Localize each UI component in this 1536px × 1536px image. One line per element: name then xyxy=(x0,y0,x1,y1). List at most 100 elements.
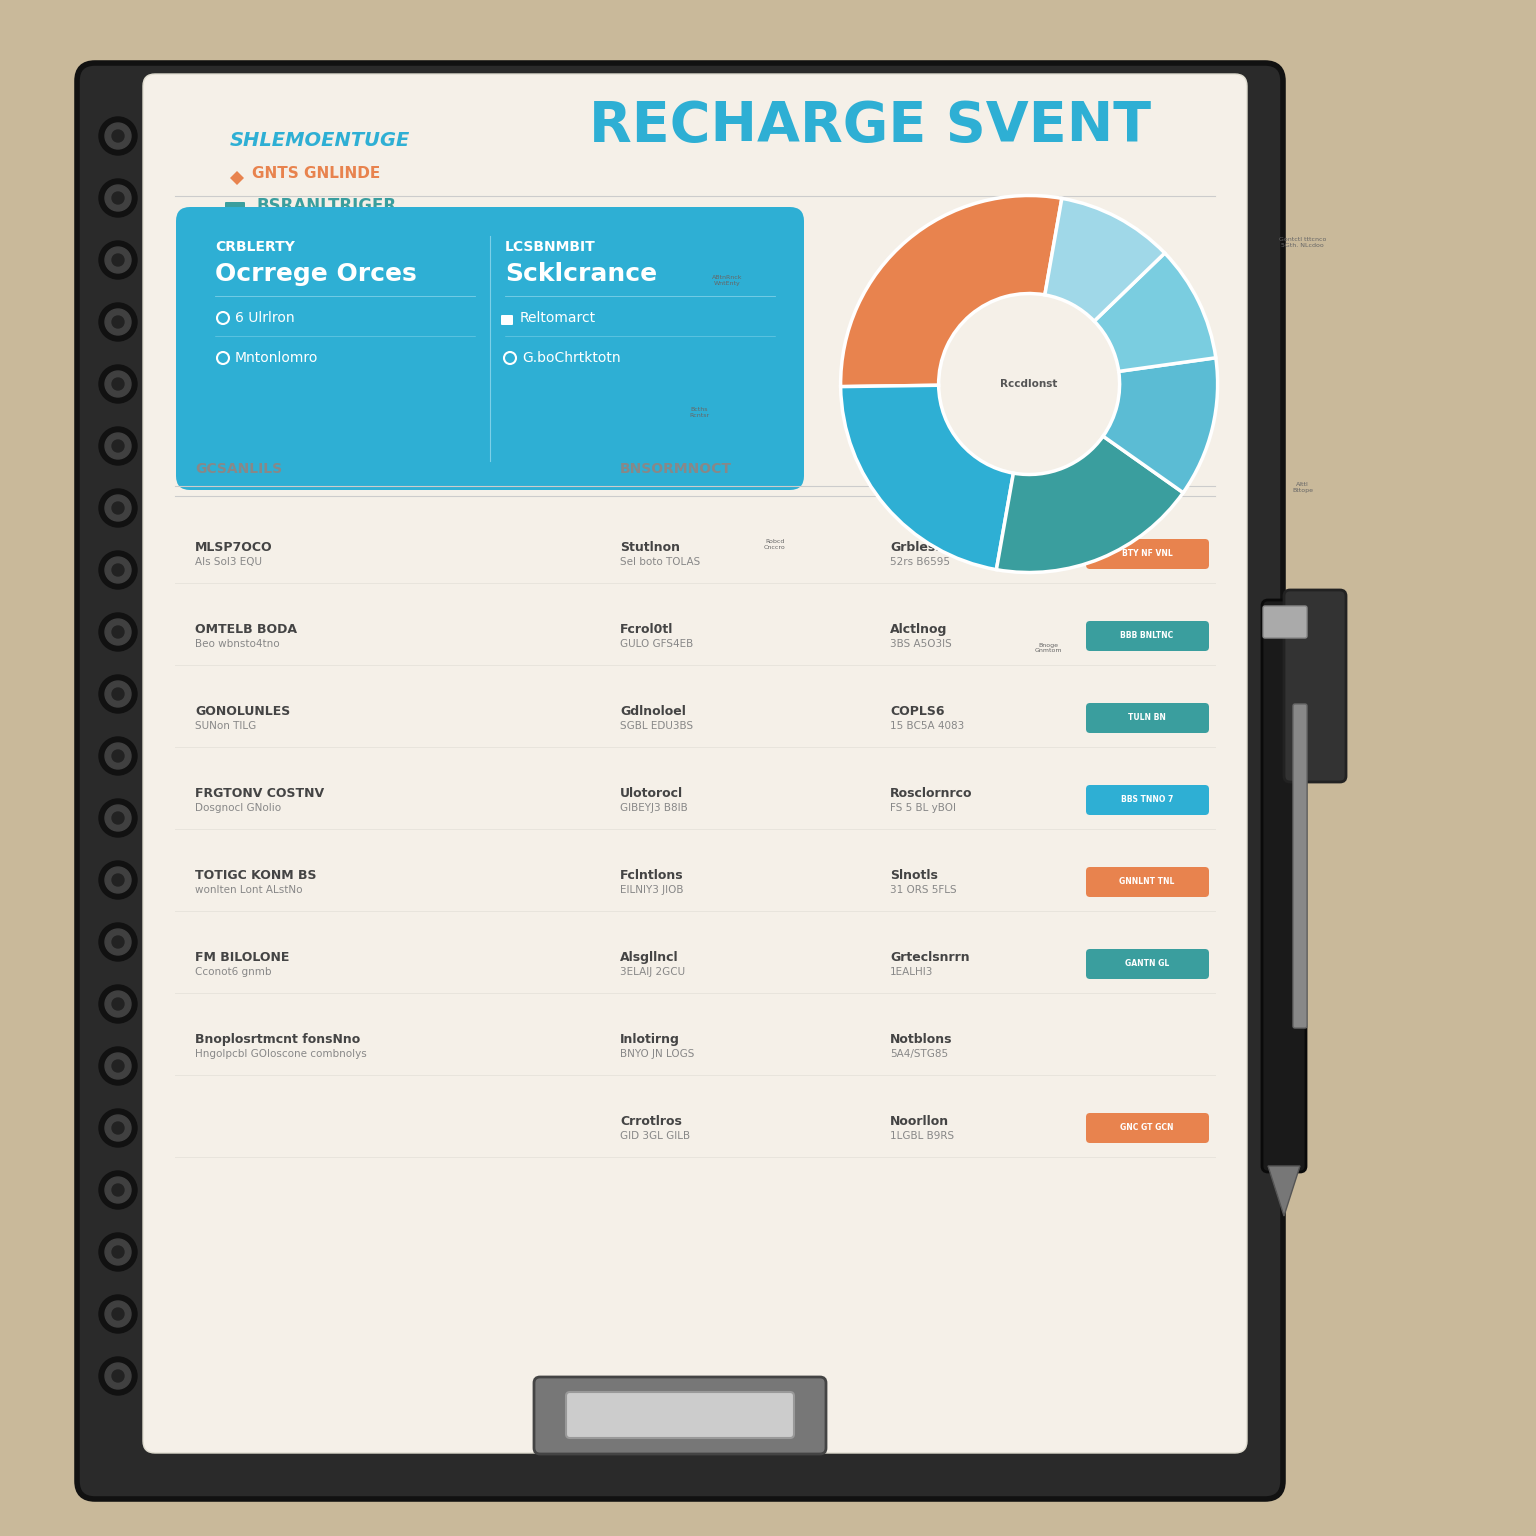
Text: 3BS A5O3IS: 3BS A5O3IS xyxy=(889,639,952,650)
FancyBboxPatch shape xyxy=(1086,539,1209,568)
Circle shape xyxy=(112,1060,124,1072)
Circle shape xyxy=(112,688,124,700)
Text: Grteclsnrrn: Grteclsnrrn xyxy=(889,951,969,965)
Circle shape xyxy=(104,1362,131,1389)
FancyBboxPatch shape xyxy=(535,1376,826,1455)
Circle shape xyxy=(112,750,124,762)
Circle shape xyxy=(98,1109,137,1147)
Circle shape xyxy=(104,866,131,892)
Circle shape xyxy=(112,1370,124,1382)
Wedge shape xyxy=(1103,358,1218,493)
Text: BSRANLTRIGER: BSRANLTRIGER xyxy=(257,197,396,215)
Circle shape xyxy=(112,627,124,637)
Circle shape xyxy=(104,247,131,273)
FancyBboxPatch shape xyxy=(1086,866,1209,897)
Circle shape xyxy=(104,1115,131,1141)
Text: EILNIY3 JIOB: EILNIY3 JIOB xyxy=(621,885,684,895)
Circle shape xyxy=(98,985,137,1023)
Text: Mntonlomro: Mntonlomro xyxy=(235,352,318,366)
Text: TOTIGC KONM BS: TOTIGC KONM BS xyxy=(195,869,316,882)
Wedge shape xyxy=(840,386,1014,570)
Text: Ocrrege Orces: Ocrrege Orces xyxy=(215,263,416,286)
Text: GANTN GL: GANTN GL xyxy=(1124,958,1169,968)
Circle shape xyxy=(104,1240,131,1266)
Polygon shape xyxy=(230,170,244,184)
Text: Grbles5s: Grbles5s xyxy=(889,541,951,554)
Text: GULO GFS4EB: GULO GFS4EB xyxy=(621,639,693,650)
Text: ABtnRnck
WntEnty: ABtnRnck WntEnty xyxy=(713,275,743,286)
Circle shape xyxy=(98,674,137,713)
FancyBboxPatch shape xyxy=(224,203,246,223)
FancyBboxPatch shape xyxy=(1086,949,1209,978)
Circle shape xyxy=(98,613,137,651)
Text: 5A4/STG85: 5A4/STG85 xyxy=(889,1049,948,1058)
Circle shape xyxy=(98,862,137,899)
Text: Robcd
Cnccro: Robcd Cnccro xyxy=(763,539,785,550)
Text: LCSBNMBIT: LCSBNMBIT xyxy=(505,240,596,253)
FancyBboxPatch shape xyxy=(1263,607,1307,637)
Text: Ulotorocl: Ulotorocl xyxy=(621,786,684,800)
Circle shape xyxy=(112,1309,124,1319)
Circle shape xyxy=(112,316,124,329)
Text: GNTS GNLINDE: GNTS GNLINDE xyxy=(252,166,381,181)
Text: GNNLNT TNL: GNNLNT TNL xyxy=(1120,877,1175,885)
Wedge shape xyxy=(840,195,1061,387)
Text: GNRMET: GNRMET xyxy=(889,462,957,476)
Text: Inlotirng: Inlotirng xyxy=(621,1034,680,1046)
Circle shape xyxy=(104,433,131,459)
Text: Alsgllncl: Alsgllncl xyxy=(621,951,679,965)
Text: 31 ORS 5FLS: 31 ORS 5FLS xyxy=(889,885,957,895)
Circle shape xyxy=(98,366,137,402)
FancyBboxPatch shape xyxy=(501,315,513,326)
FancyBboxPatch shape xyxy=(143,74,1247,1453)
Circle shape xyxy=(104,743,131,770)
FancyBboxPatch shape xyxy=(177,207,803,490)
Circle shape xyxy=(98,551,137,588)
FancyBboxPatch shape xyxy=(1086,1114,1209,1143)
Polygon shape xyxy=(1269,1166,1299,1217)
Text: SGBL EDU3BS: SGBL EDU3BS xyxy=(621,720,693,731)
Text: Als Sol3 EQU: Als Sol3 EQU xyxy=(195,558,263,567)
Text: Bcths
Rcntsr: Bcths Rcntsr xyxy=(690,407,710,418)
Circle shape xyxy=(98,117,137,155)
Circle shape xyxy=(112,502,124,515)
Text: CRBLERTY: CRBLERTY xyxy=(215,240,295,253)
FancyBboxPatch shape xyxy=(1293,703,1307,1028)
Text: Beo wbnsto4tno: Beo wbnsto4tno xyxy=(195,639,280,650)
Text: GIBEYJ3 B8IB: GIBEYJ3 B8IB xyxy=(621,803,688,813)
Text: Gdlnoloel: Gdlnoloel xyxy=(621,705,687,717)
Circle shape xyxy=(104,1054,131,1078)
Circle shape xyxy=(104,991,131,1017)
Circle shape xyxy=(98,180,137,217)
Text: MLSP7OCO: MLSP7OCO xyxy=(195,541,272,554)
Circle shape xyxy=(98,923,137,962)
Text: QUTEREFEL: QUTEREFEL xyxy=(1091,462,1180,476)
Text: COPLS6: COPLS6 xyxy=(889,705,945,717)
Text: Dosgnocl GNolio: Dosgnocl GNolio xyxy=(195,803,281,813)
FancyBboxPatch shape xyxy=(77,63,1283,1499)
Text: Noorllon: Noorllon xyxy=(889,1115,949,1127)
Text: BBB BNLTNC: BBB BNLTNC xyxy=(1120,630,1174,639)
Circle shape xyxy=(112,813,124,823)
Circle shape xyxy=(98,1233,137,1270)
Circle shape xyxy=(112,874,124,886)
Text: FRGTONV COSTNV: FRGTONV COSTNV xyxy=(195,786,324,800)
Text: Reltomarct: Reltomarct xyxy=(521,310,596,326)
FancyBboxPatch shape xyxy=(1284,590,1346,782)
Text: Notblons: Notblons xyxy=(889,1034,952,1046)
Text: OMTELB BODA: OMTELB BODA xyxy=(195,624,296,636)
Text: Stutlnon: Stutlnon xyxy=(621,541,680,554)
Text: 6 Ulrlron: 6 Ulrlron xyxy=(235,310,295,326)
Text: G.boChrtktotn: G.boChrtktotn xyxy=(522,352,621,366)
Wedge shape xyxy=(997,436,1183,573)
Text: BNSORMNOCT: BNSORMNOCT xyxy=(621,462,733,476)
Circle shape xyxy=(112,378,124,390)
Wedge shape xyxy=(1094,253,1217,372)
Circle shape xyxy=(112,564,124,576)
Text: 15 BC5A 4083: 15 BC5A 4083 xyxy=(889,720,965,731)
Text: BNYO JN LOGS: BNYO JN LOGS xyxy=(621,1049,694,1058)
Text: SUNon TILG: SUNon TILG xyxy=(195,720,257,731)
Circle shape xyxy=(98,799,137,837)
Circle shape xyxy=(98,488,137,527)
Circle shape xyxy=(98,1048,137,1084)
